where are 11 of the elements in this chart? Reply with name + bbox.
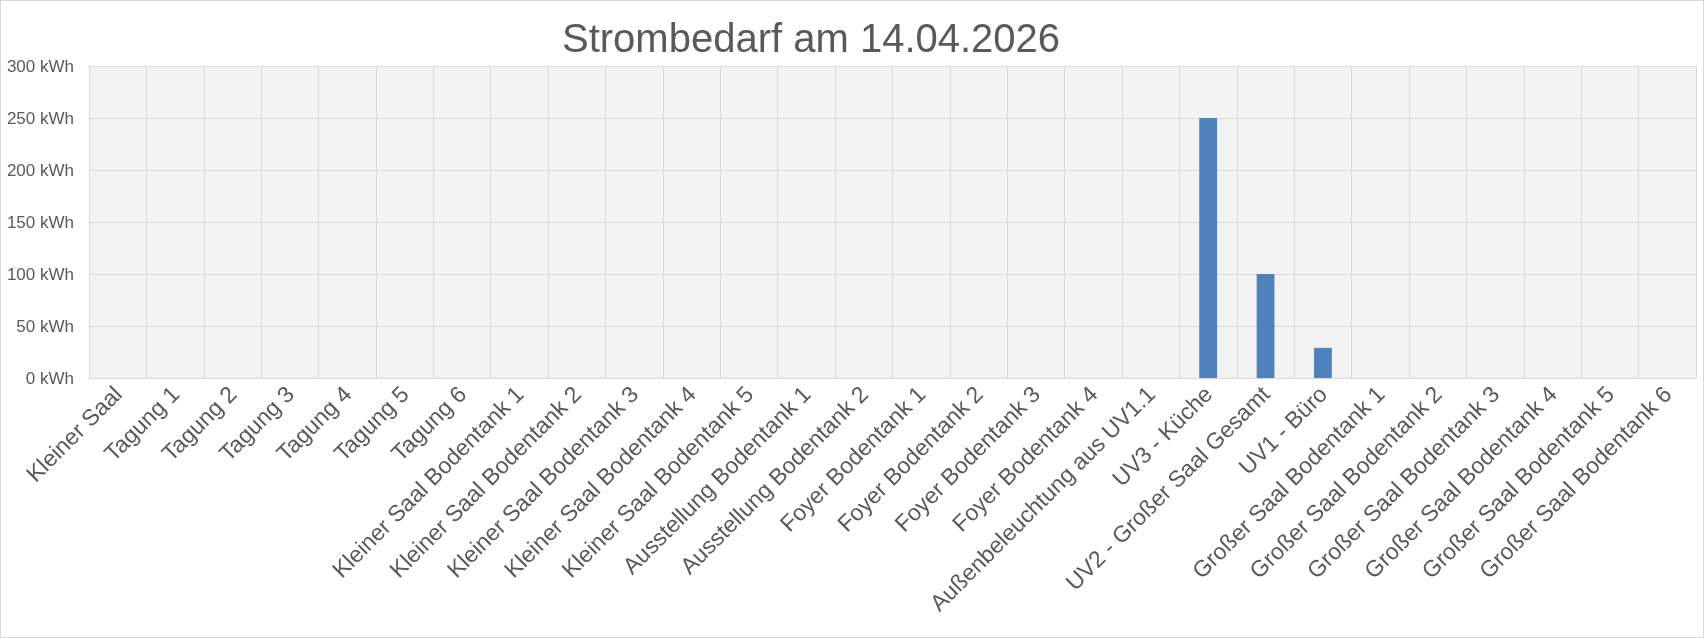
- bar: [1314, 347, 1332, 378]
- y-tick-label: 0 kWh: [25, 368, 74, 388]
- y-tick-label: 100 kWh: [6, 264, 74, 284]
- chart-title: Strombedarf am 14.04.2026: [562, 16, 1061, 60]
- y-tick-label: 150 kWh: [6, 212, 74, 232]
- bar: [1256, 274, 1275, 378]
- bar: [1199, 118, 1218, 378]
- y-tick-label: 50 kWh: [16, 316, 74, 336]
- y-tick-label: 300 kWh: [6, 56, 74, 76]
- y-tick-label: 250 kWh: [6, 108, 74, 128]
- y-tick-label: 200 kWh: [6, 160, 74, 180]
